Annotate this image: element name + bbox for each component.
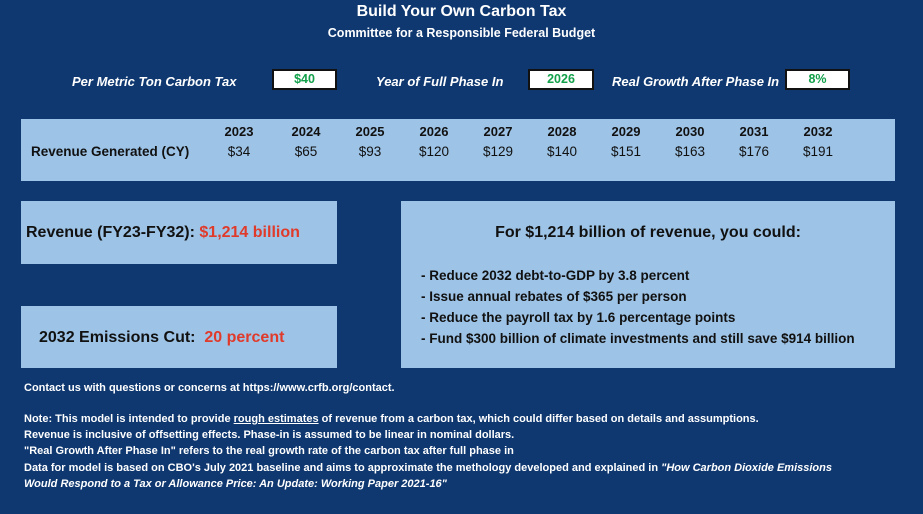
year-header: 2027 — [483, 124, 513, 139]
could-title: For $1,214 billion of revenue, you could… — [495, 224, 801, 241]
page-title: Build Your Own Carbon Tax — [356, 3, 567, 20]
rough-estimates-link[interactable]: rough estimates — [233, 413, 319, 425]
revenue-cell: $65 — [294, 144, 318, 159]
revenue-summary-label: Revenue (FY23-FY32): — [26, 224, 195, 241]
emissions-summary: 2032 Emissions Cut: 20 percent — [39, 329, 355, 347]
emissions-box: 2032 Emissions Cut: 20 percent — [21, 306, 337, 368]
revenue-cell: $93 — [358, 144, 382, 159]
revenue-cell: $191 — [802, 144, 834, 159]
revenue-summary-value: $1,214 billion — [199, 224, 300, 241]
year-label: Year of Full Phase In — [376, 74, 504, 89]
revenue-table: Revenue Generated (CY) 2023 2024 2025 20… — [21, 119, 895, 181]
revenue-cell: $163 — [674, 144, 706, 159]
revenue-summary-box: Revenue (FY23-FY32): $1,214 billion — [21, 201, 337, 264]
revenue-cell: $34 — [227, 144, 251, 159]
revenue-cell: $151 — [610, 144, 642, 159]
note-line-2: Revenue is inclusive of offsetting effec… — [24, 429, 515, 442]
year-header: 2023 — [224, 124, 254, 139]
year-input[interactable]: 2026 — [528, 69, 594, 90]
page-subtitle: Committee for a Responsible Federal Budg… — [327, 26, 596, 40]
year-header: 2029 — [611, 124, 641, 139]
year-header: 2024 — [291, 124, 321, 139]
note-line-3: "Real Growth After Phase In" refers to t… — [24, 445, 514, 458]
year-header: 2025 — [355, 124, 385, 139]
list-item: - Issue annual rebates of $365 per perso… — [421, 289, 687, 304]
growth-label: Real Growth After Phase In — [612, 74, 780, 89]
note-suffix: of revenue from a carbon tax, which coul… — [318, 413, 759, 425]
could-list: - Reduce 2032 debt-to-GDP by 3.8 percent… — [421, 265, 855, 349]
contact-text: Contact us with questions or concerns at… — [24, 382, 395, 394]
year-header: 2031 — [739, 124, 769, 139]
year-header: 2030 — [675, 124, 705, 139]
note-line-5: Would Respond to a Tax or Allowance Pric… — [24, 477, 447, 490]
notes: Note: This model is intended to provide … — [24, 411, 904, 492]
note-line-4-text: Data for model is based on CBO's July 20… — [24, 461, 662, 474]
could-box: For $1,214 billion of revenue, you could… — [401, 201, 895, 368]
note-line-1: Note: This model is intended to provide … — [24, 411, 904, 427]
tax-label: Per Metric Ton Carbon Tax — [72, 74, 237, 89]
paper-title-start: "How Carbon Dioxide Emissions — [661, 461, 832, 474]
list-item: - Fund $300 billion of climate investmen… — [421, 331, 855, 346]
growth-input[interactable]: 8% — [785, 69, 850, 90]
note-line-4: Data for model is based on CBO's July 20… — [24, 460, 904, 476]
note-prefix: Note: This model is intended to provide — [24, 413, 234, 425]
year-header: 2028 — [547, 124, 577, 139]
revenue-row-label: Revenue Generated (CY) — [31, 144, 190, 159]
year-header: 2032 — [803, 124, 833, 139]
emissions-value: 20 percent — [204, 329, 285, 346]
revenue-cell: $129 — [482, 144, 514, 159]
revenue-summary: Revenue (FY23-FY32): $1,214 billion — [26, 224, 342, 242]
tax-input[interactable]: $40 — [272, 69, 337, 90]
revenue-cell: $140 — [546, 144, 578, 159]
revenue-cell: $120 — [418, 144, 450, 159]
year-header: 2026 — [419, 124, 449, 139]
list-item: - Reduce the payroll tax by 1.6 percenta… — [421, 310, 736, 325]
emissions-label: 2032 Emissions Cut: — [39, 329, 196, 346]
revenue-cell: $176 — [738, 144, 770, 159]
list-item: - Reduce 2032 debt-to-GDP by 3.8 percent — [421, 268, 690, 283]
